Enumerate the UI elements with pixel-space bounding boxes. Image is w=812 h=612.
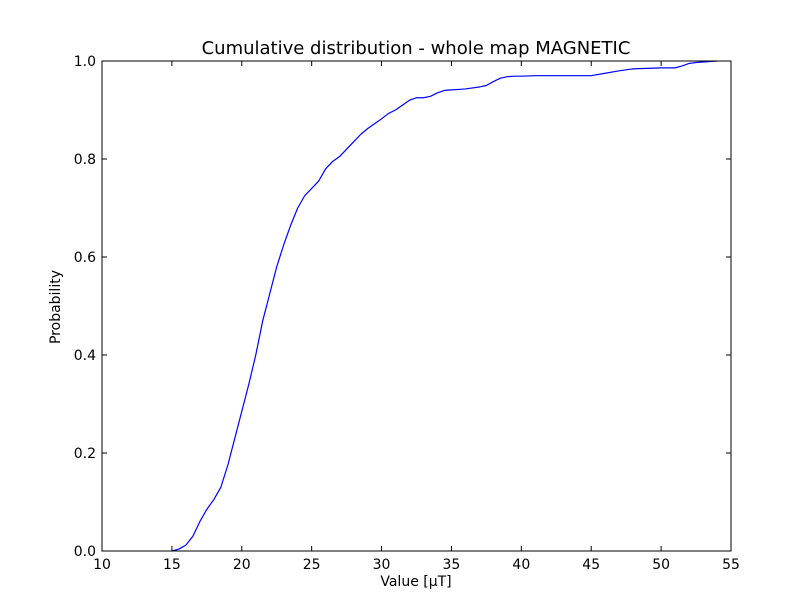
x-tick-label: 35	[443, 557, 461, 573]
x-tick-label: 45	[582, 557, 600, 573]
x-tick-label: 10	[93, 557, 111, 573]
x-tick-label: 20	[233, 557, 251, 573]
x-tick-label: 25	[303, 557, 321, 573]
chart-title: Cumulative distribution - whole map MAGN…	[202, 38, 631, 59]
plot-area: 10 15 20 25 30 35 40 45 50 55 0.0 0.2 0.4 0.6 0.8 1.0	[74, 54, 740, 573]
y-tick-label: 0.8	[74, 152, 96, 168]
y-tick-label: 0.2	[74, 446, 96, 462]
x-tick-label: 55	[722, 557, 740, 573]
y-tick-label: 0.4	[74, 348, 96, 364]
plot-frame	[101, 60, 732, 552]
y-tick-label: 0.6	[74, 250, 96, 266]
y-tick-label: 1.0	[74, 54, 96, 70]
y-tick-label: 0.0	[74, 544, 96, 560]
x-axis-label: Value [µT]	[380, 574, 451, 590]
series-line-0	[171, 60, 718, 552]
x-tick-label: 15	[163, 557, 181, 573]
x-tick-label: 50	[652, 557, 670, 573]
x-tick-label: 30	[373, 557, 391, 573]
y-axis-label: Probability	[48, 270, 64, 344]
x-tick-label: 40	[512, 557, 530, 573]
